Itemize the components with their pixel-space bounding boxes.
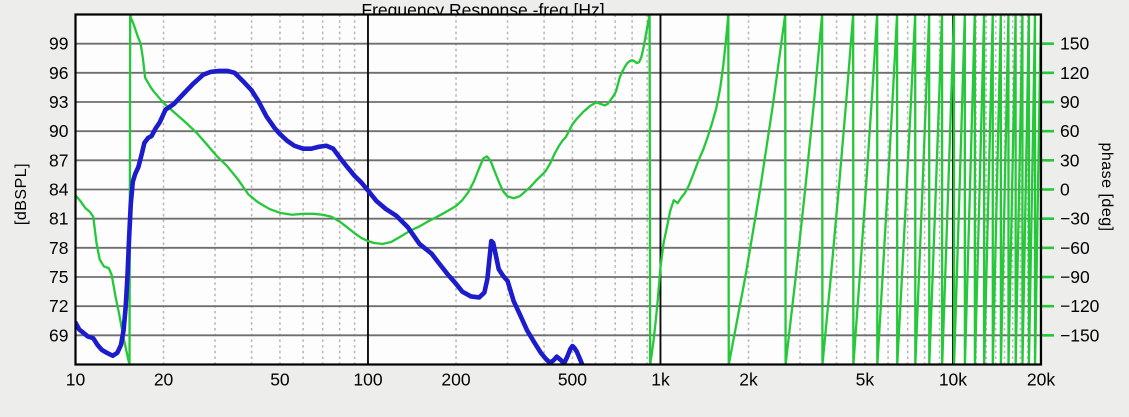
y-right-tick-label: 150 [1060,34,1089,54]
plot-border [74,13,1043,366]
x-tick-label: 5k [856,370,875,390]
x-tick-label: 50 [270,370,290,390]
y-left-tick-label: 81 [49,209,68,229]
x-tick-label: 500 [558,370,587,390]
y-right-tick-label: −150 [1060,325,1100,345]
x-tick-label: 2k [739,370,758,390]
left-axis-title: [dBSPL] [13,162,30,226]
y-right-tick-label: 120 [1060,63,1089,83]
y-left-tick-label: 90 [49,121,69,141]
phase-curve [75,14,1041,365]
y-left-tick-label: 96 [49,63,68,83]
y-right-tick-label: −60 [1060,238,1090,258]
x-tick-label: 1k [651,370,670,390]
y-right-tick-label: −90 [1060,267,1090,287]
x-tick-label: 200 [441,370,470,390]
y-left-tick-label: 69 [49,325,68,345]
y-right-tick-label: 90 [1060,92,1080,112]
y-right-tick-label: 60 [1060,121,1080,141]
x-tick-label: 10 [66,370,86,390]
SPL-curve [75,68,585,365]
y-left-tick-label: 75 [49,267,68,287]
x-tick-label: 100 [353,370,382,390]
y-right-tick-label: 30 [1060,150,1080,170]
x-tick-label: 10k [939,370,967,390]
y-left-tick-label: 93 [49,92,68,112]
x-tick-label: 20k [1027,370,1055,390]
y-right-tick-label: −30 [1060,209,1090,229]
y-left-tick-label: 84 [49,180,69,200]
x-tick-label: 20 [154,370,174,390]
y-right-tick-label: 0 [1060,180,1070,200]
y-left-tick-label: 99 [49,34,68,54]
y-left-tick-label: 78 [49,238,68,258]
right-axis-title: phase [deg] [1098,142,1115,232]
y-left-tick-label: 72 [49,296,68,316]
y-right-tick-label: −120 [1060,296,1100,316]
y-left-tick-label: 87 [49,150,68,170]
